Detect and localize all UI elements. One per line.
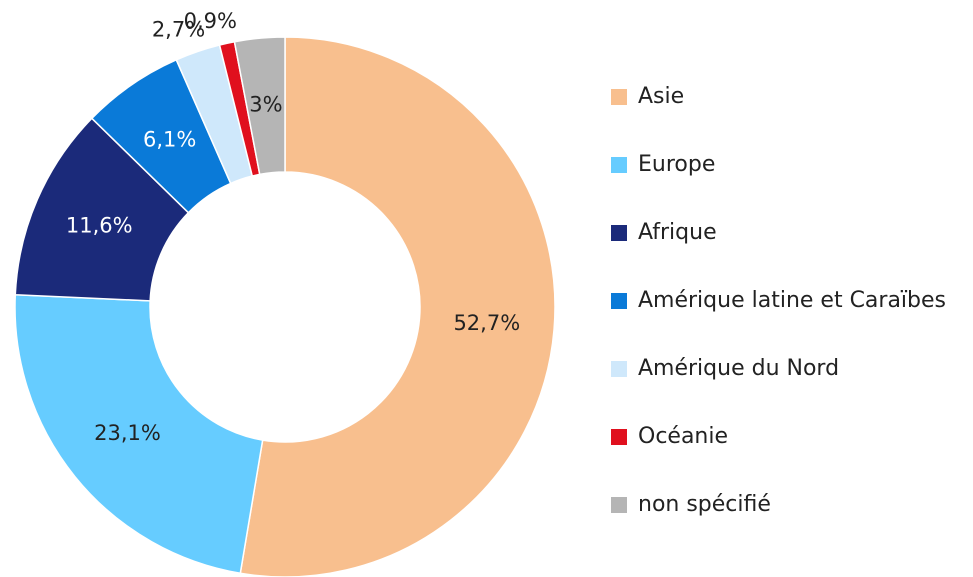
slice bbox=[239, 36, 556, 577]
legend-swatch bbox=[611, 497, 627, 513]
legend-label: Océanie bbox=[638, 424, 728, 449]
legend-label: Amérique du Nord bbox=[638, 356, 839, 381]
legend-label: non spécifié bbox=[638, 492, 771, 517]
value-label: 0,9% bbox=[184, 9, 237, 33]
legend-swatch bbox=[611, 293, 627, 309]
legend-label: Europe bbox=[638, 152, 715, 177]
legend-label: Afrique bbox=[638, 220, 717, 245]
value-label: 3% bbox=[249, 92, 282, 116]
slice bbox=[14, 293, 264, 575]
value-label: 11,6% bbox=[66, 213, 133, 237]
legend-swatch bbox=[611, 89, 627, 105]
legend-swatch bbox=[611, 157, 627, 173]
value-label: 2,7% bbox=[152, 18, 205, 42]
legend-swatch bbox=[611, 361, 627, 377]
value-label: 23,1% bbox=[94, 421, 161, 445]
value-label: 6,1% bbox=[143, 128, 196, 152]
legend-label: Amérique latine et Caraïbes bbox=[638, 288, 946, 313]
slice bbox=[233, 36, 286, 176]
value-label: 52,7% bbox=[453, 311, 520, 335]
legend-swatch bbox=[611, 225, 627, 241]
legend-label: Asie bbox=[638, 84, 684, 109]
legend-swatch bbox=[611, 429, 627, 445]
